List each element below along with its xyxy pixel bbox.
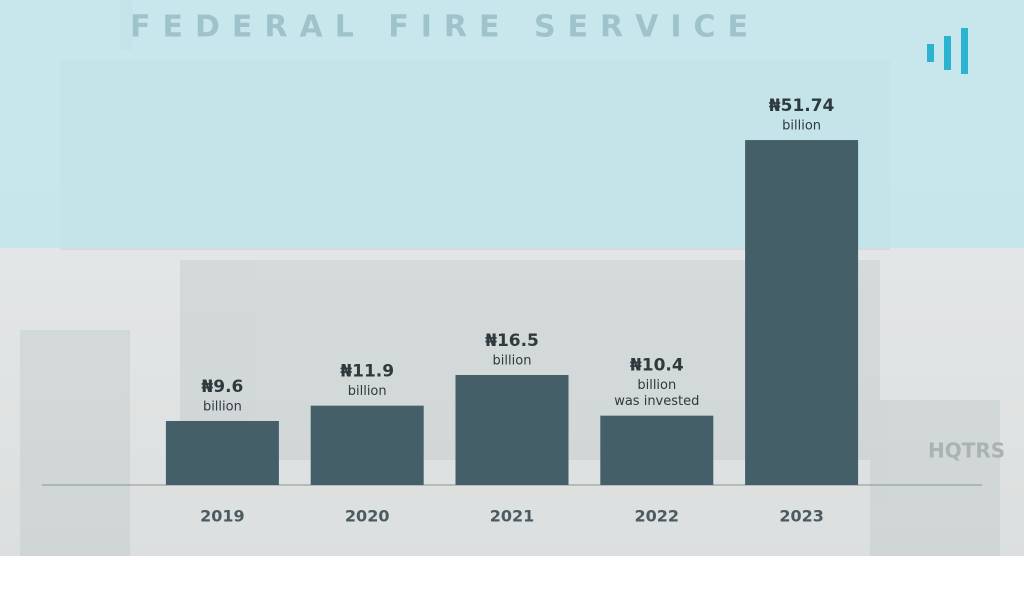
bar xyxy=(745,140,859,485)
x-tick-label: 2023 xyxy=(779,507,824,526)
bar xyxy=(600,415,714,485)
value-note: billion xyxy=(637,378,676,393)
value-note: billion xyxy=(348,384,387,399)
value-note: billion xyxy=(782,119,821,134)
x-tick-label: 2021 xyxy=(490,507,535,526)
background-sign: HQTRS xyxy=(928,439,1005,463)
value-note: billion xyxy=(203,399,242,414)
x-tick-label: 2020 xyxy=(345,507,390,526)
logo xyxy=(927,28,968,74)
value-note: billion xyxy=(493,353,532,368)
x-tick-label: 2019 xyxy=(200,507,245,526)
value-label: ₦10.4 xyxy=(630,356,684,376)
x-tick-label: 2022 xyxy=(635,507,680,526)
bar xyxy=(165,420,279,485)
background-sign: FEDERAL FIRE SERVICE xyxy=(130,10,760,45)
bar xyxy=(455,374,569,485)
value-label: ₦16.5 xyxy=(485,331,539,351)
value-note: was invested xyxy=(614,394,699,409)
value-label: ₦11.9 xyxy=(340,362,394,382)
value-label: ₦51.74 xyxy=(769,96,835,116)
bar xyxy=(310,405,424,485)
value-label: ₦9.6 xyxy=(201,377,243,397)
